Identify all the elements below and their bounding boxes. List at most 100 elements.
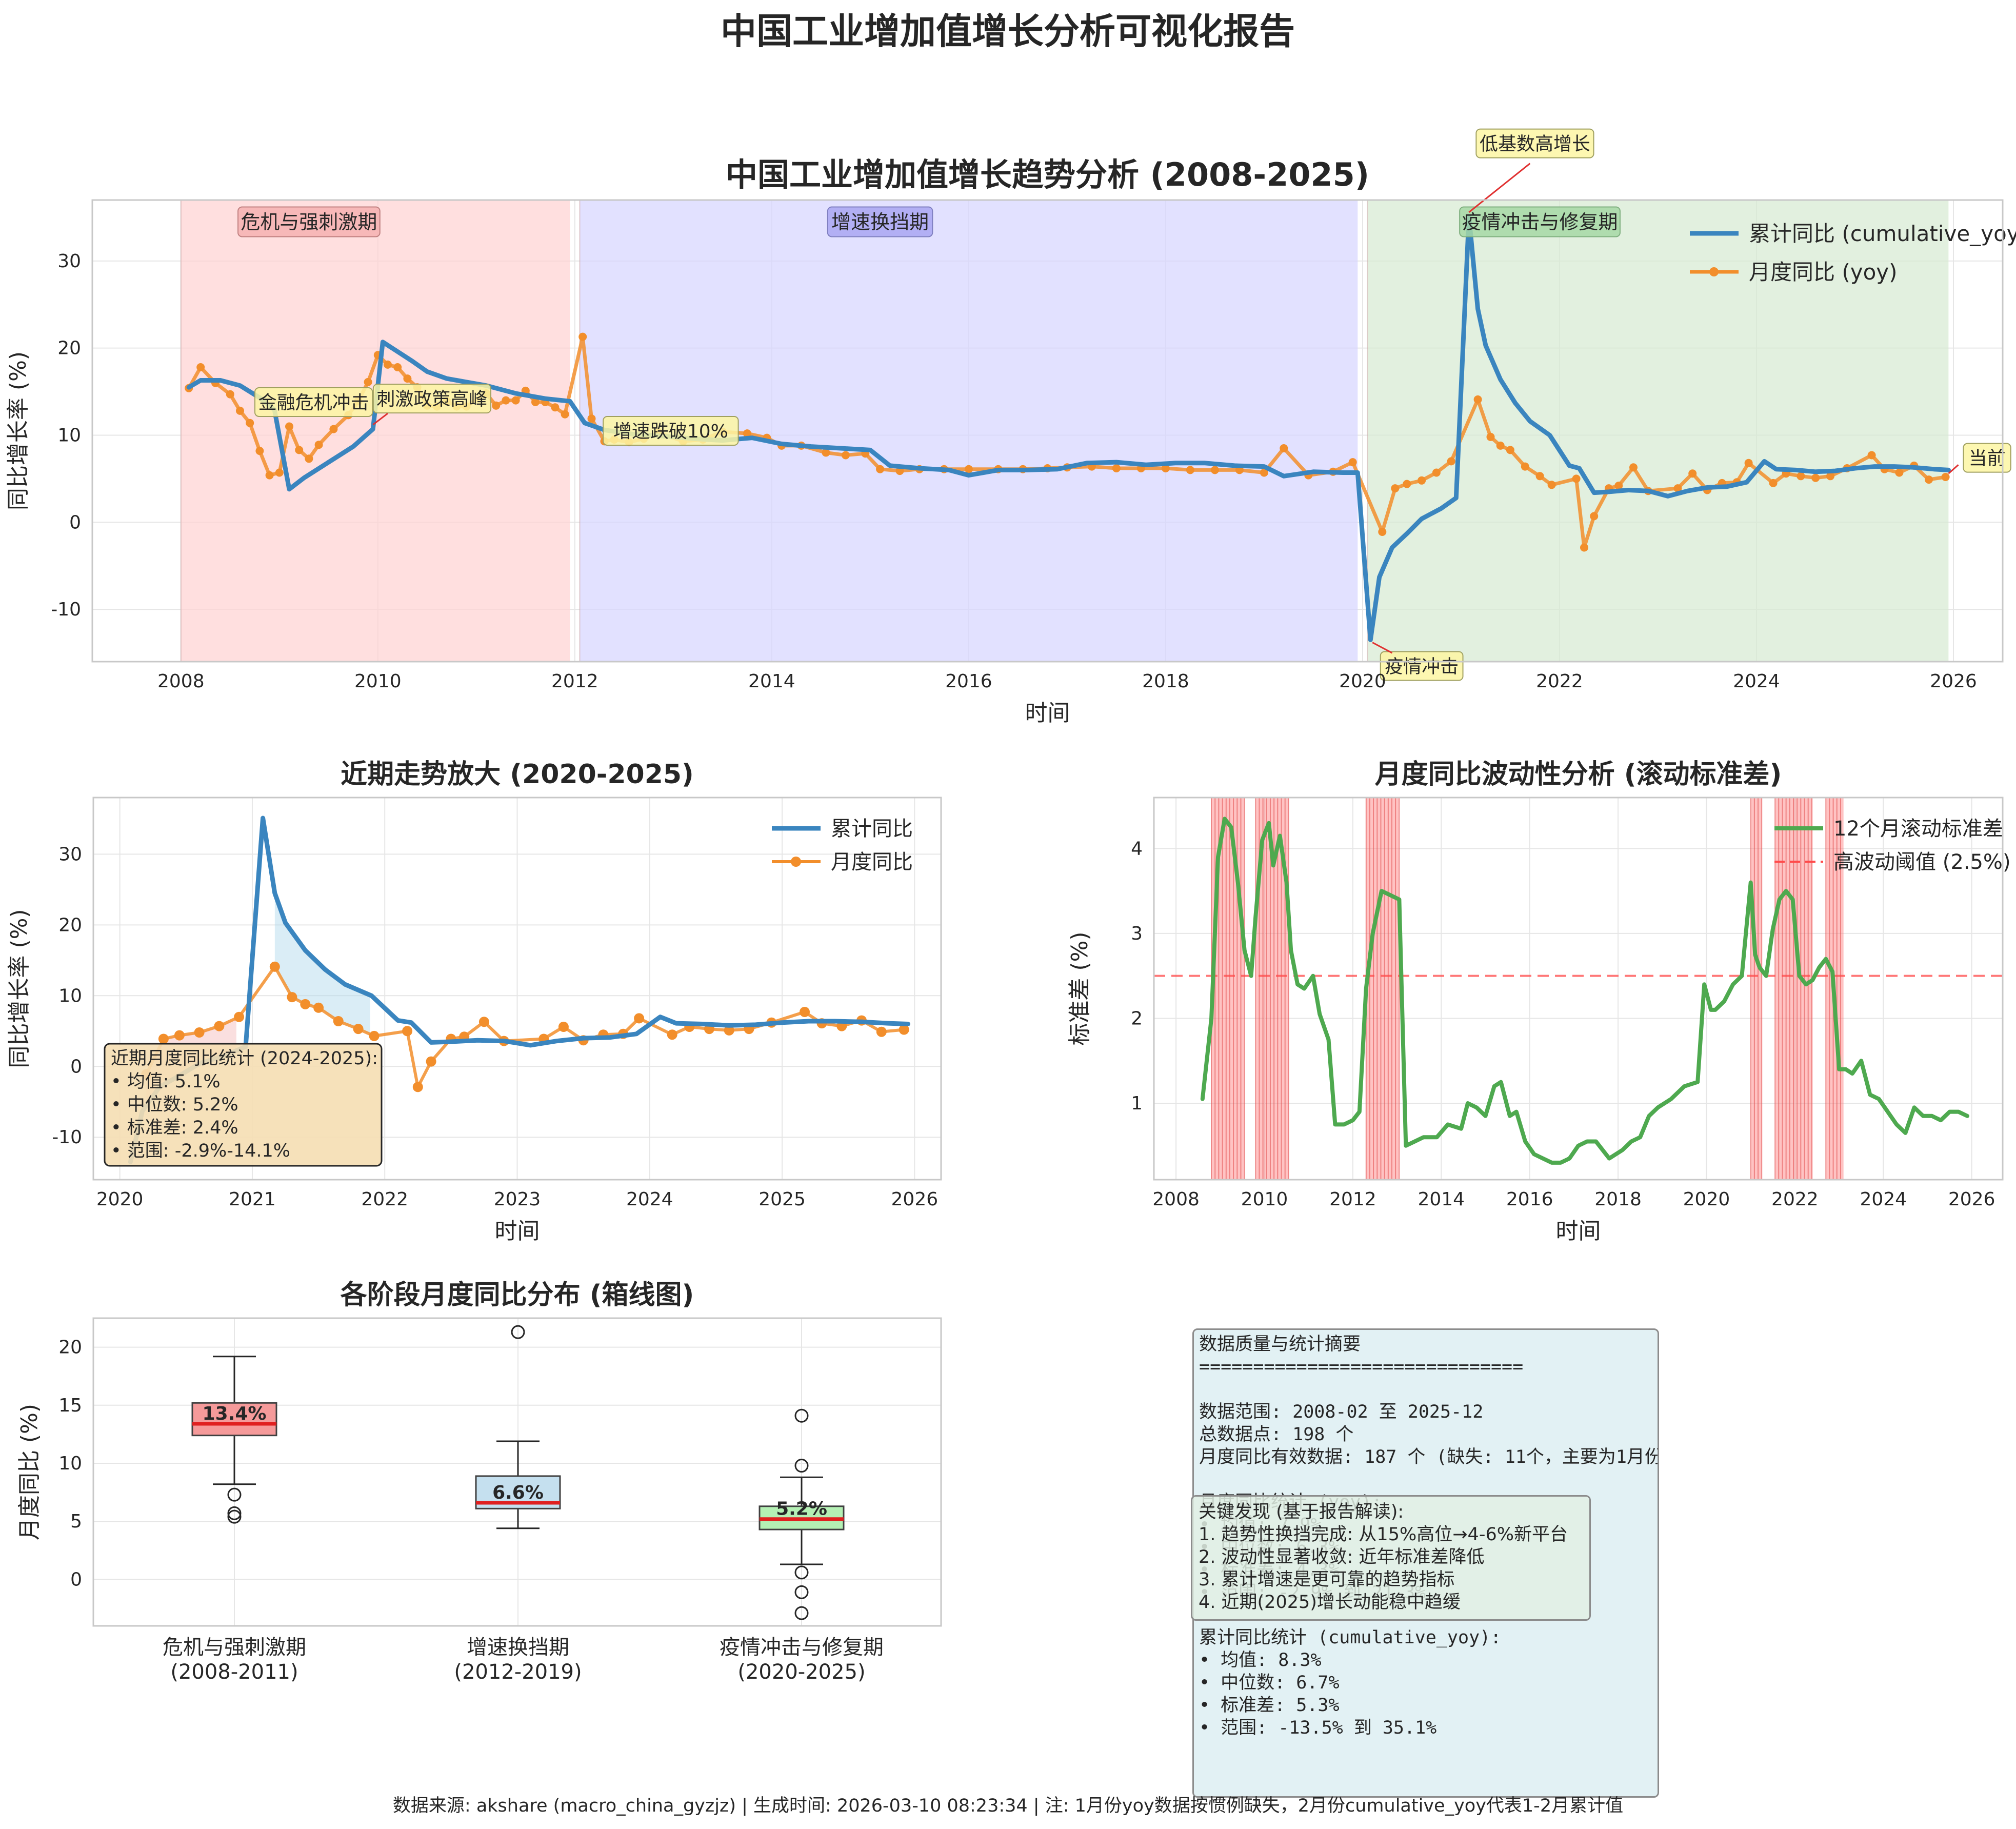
recent-stats-box (104, 1043, 383, 1167)
yoy-point (1486, 432, 1495, 441)
yoy-point (329, 425, 338, 433)
x-tick-label: 2022 (361, 1189, 408, 1210)
yoy-point (314, 441, 323, 449)
y-tick-label: 4 (1131, 838, 1143, 859)
rolling-std-line (1200, 817, 1969, 1165)
median-label: 6.6% (492, 1482, 544, 1503)
y-axis-label: 同比增长率 (%) (6, 909, 32, 1068)
yoy-point (403, 374, 412, 383)
category-label: (2008-2011) (170, 1660, 298, 1684)
yoy-point (876, 465, 885, 473)
yoy-point (1496, 441, 1505, 450)
recent-yoy-point (174, 1030, 185, 1041)
yoy-point (1547, 481, 1556, 489)
box-outlier (794, 1606, 809, 1620)
yoy-point (1391, 484, 1400, 493)
x-tick-label: 2014 (748, 671, 795, 692)
yoy-point (1769, 479, 1778, 487)
yoy-point (511, 396, 520, 405)
category-label: 疫情冲击与修复期 (720, 1636, 884, 1659)
annotation-label-box (1475, 128, 1594, 158)
annotation-label-box (372, 384, 492, 414)
yoy-point (964, 465, 973, 473)
period-label-box (827, 206, 933, 237)
annotation-arrow (1468, 163, 1531, 213)
yoy-point (502, 396, 510, 405)
legend-label-cumulative: 累计同比 (831, 817, 913, 841)
x-tick-label: 2020 (96, 1189, 144, 1210)
recent-stats-line: • 范围: -2.9%-14.1% (111, 1141, 290, 1161)
period-label: 危机与强刺激期 (241, 211, 377, 233)
annotation-label: 当前 (1969, 448, 2006, 469)
y-tick-label: 30 (58, 844, 82, 865)
annotation-label-box (254, 387, 373, 417)
recent-yoy-point (634, 1013, 645, 1024)
x-tick-label: 2016 (1506, 1189, 1553, 1210)
y-tick-label: 10 (58, 985, 82, 1006)
legend-label-yoy: 月度同比 (831, 850, 913, 874)
yoy-point (743, 429, 751, 438)
x-tick-label: 2010 (354, 671, 402, 692)
recent-yoy-point (667, 1029, 677, 1040)
yoy-point (393, 363, 402, 371)
y-tick-label: 0 (70, 1569, 82, 1590)
recent-yoy-point (899, 1024, 909, 1035)
chart-title: 月度同比波动性分析 (滚动标准差) (1375, 759, 1782, 790)
annotation-label: 金融危机冲击 (258, 392, 369, 413)
box-outlier (794, 1459, 809, 1473)
recent-yoy-point (269, 961, 280, 972)
period-label-box (237, 206, 381, 237)
recent-yoy-point (426, 1056, 436, 1067)
yoy-point (236, 406, 244, 415)
chart-title: 各阶段月度同比分布 (箱线图) (341, 1280, 694, 1310)
yoy-point (285, 422, 293, 431)
median-label: 13.4% (203, 1403, 267, 1424)
box-outlier (227, 1487, 242, 1502)
recent-yoy-point (876, 1026, 887, 1037)
y-axis-label: 标准差 (%) (1067, 931, 1093, 1045)
y-axis-label: 同比增长率 (%) (5, 351, 31, 510)
y-tick-label: 0 (70, 1056, 82, 1077)
y-tick-label: 3 (1131, 923, 1143, 944)
yoy-point (1186, 466, 1194, 474)
recent-yoy-point (558, 1022, 569, 1032)
yoy-point (1521, 462, 1529, 471)
x-tick-label: 2016 (945, 671, 992, 692)
yoy-point (1614, 482, 1623, 490)
box-body (191, 1402, 277, 1437)
recent-yoy-point (353, 1024, 364, 1035)
yoy-point (246, 419, 254, 427)
chart-title: 中国工业增加值增长趋势分析 (2008-2025) (726, 156, 1369, 193)
y-tick-label: 5 (70, 1511, 82, 1532)
x-tick-label: 2012 (551, 671, 598, 692)
recent-yoy-point (724, 1025, 734, 1036)
yoy-point (1673, 484, 1682, 493)
yoy-point (1688, 469, 1697, 478)
y-tick-label: 15 (58, 1395, 82, 1416)
yoy-point (492, 401, 501, 410)
yoy-point (1473, 395, 1482, 404)
x-tick-label: 2018 (1142, 671, 1189, 692)
x-axis-label: 时间 (1556, 1218, 1601, 1244)
recent-yoy-point (369, 1030, 380, 1041)
recent-yoy-point (478, 1017, 489, 1027)
yoy-point (1535, 472, 1544, 481)
yoy-point (1506, 446, 1514, 454)
plot-frame (1153, 797, 2004, 1181)
yoy-point (561, 410, 569, 419)
annotation-label: 低基数高增长 (1480, 134, 1590, 155)
recent-yoy-point (287, 992, 297, 1003)
legend-label-cumulative: 累计同比 (cumulative_yoy) (1749, 221, 2016, 246)
annotation-label-box (1963, 443, 2011, 473)
y-tick-label: -10 (52, 1127, 82, 1148)
median-label: 5.2% (776, 1499, 827, 1520)
annotation-label-box (603, 416, 739, 446)
y-axis-label: 月度同比 (%) (16, 1404, 43, 1540)
x-tick-label: 2025 (759, 1189, 806, 1210)
report-title: 中国工业增加值增长分析可视化报告 (721, 10, 1295, 52)
x-tick-label: 2022 (1771, 1189, 1819, 1210)
box-outlier (794, 1408, 809, 1423)
recent-stats-line: 近期月度同比统计 (2024-2025): (111, 1048, 378, 1069)
